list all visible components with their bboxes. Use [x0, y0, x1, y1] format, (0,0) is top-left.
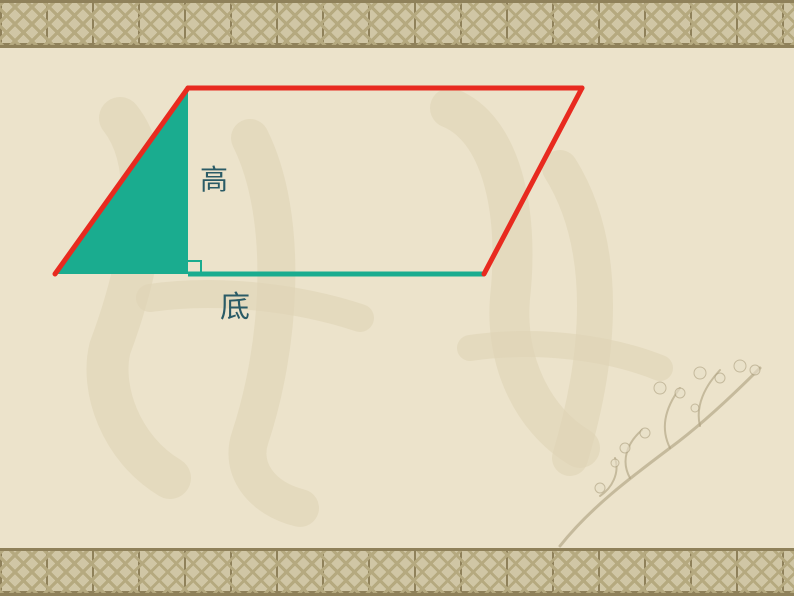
- decorative-border-bottom: [0, 548, 794, 596]
- parallelogram-diagram: [0, 48, 794, 548]
- height-label: 高: [200, 158, 228, 198]
- decorative-border-top: [0, 0, 794, 48]
- parallelogram-side: [484, 88, 582, 274]
- base-label: 底: [220, 282, 250, 326]
